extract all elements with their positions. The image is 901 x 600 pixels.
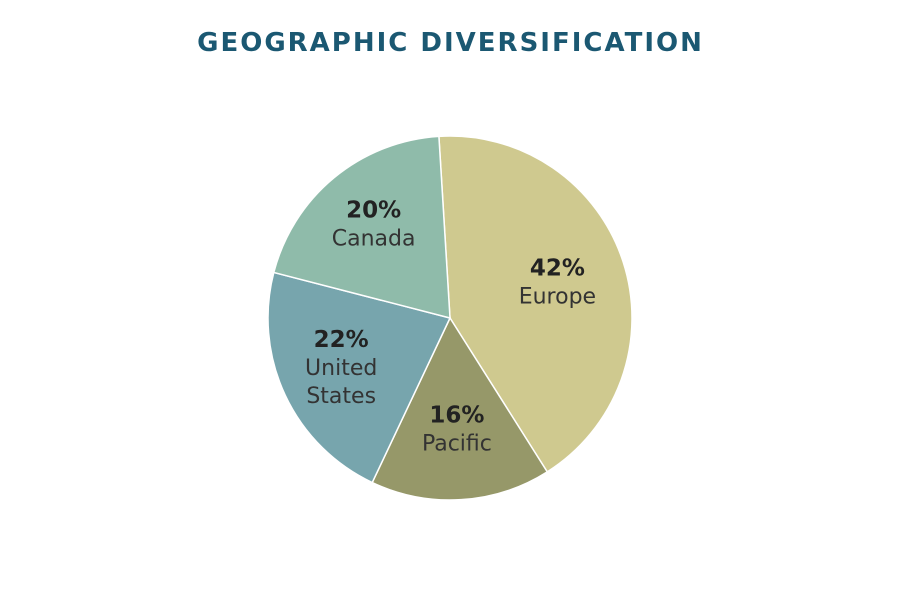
slice-category-label: Europe bbox=[519, 284, 596, 309]
slice-category-label: States bbox=[306, 384, 376, 409]
pie-slices bbox=[267, 135, 633, 501]
pie-slice-pacific bbox=[371, 316, 549, 501]
slice-value-label: 22% bbox=[314, 327, 369, 353]
pie-slice-united-states bbox=[267, 271, 452, 484]
slice-value-label: 16% bbox=[429, 403, 484, 429]
slice-category-label: Pacific bbox=[422, 432, 492, 457]
pie-labels: 42% Europe 16% Pacific 22% United States 20% Can… bbox=[305, 197, 596, 456]
chart-title: GEOGRAPHIC DIVERSIFICATION bbox=[197, 28, 704, 58]
pie-slice-europe bbox=[438, 135, 633, 473]
slice-value-label: 42% bbox=[530, 255, 585, 281]
slice-category-label: Canada bbox=[332, 226, 416, 251]
slice-value-label: 20% bbox=[346, 197, 401, 223]
pie-slice-canada bbox=[272, 135, 451, 319]
slice-category-label: United bbox=[305, 356, 377, 381]
